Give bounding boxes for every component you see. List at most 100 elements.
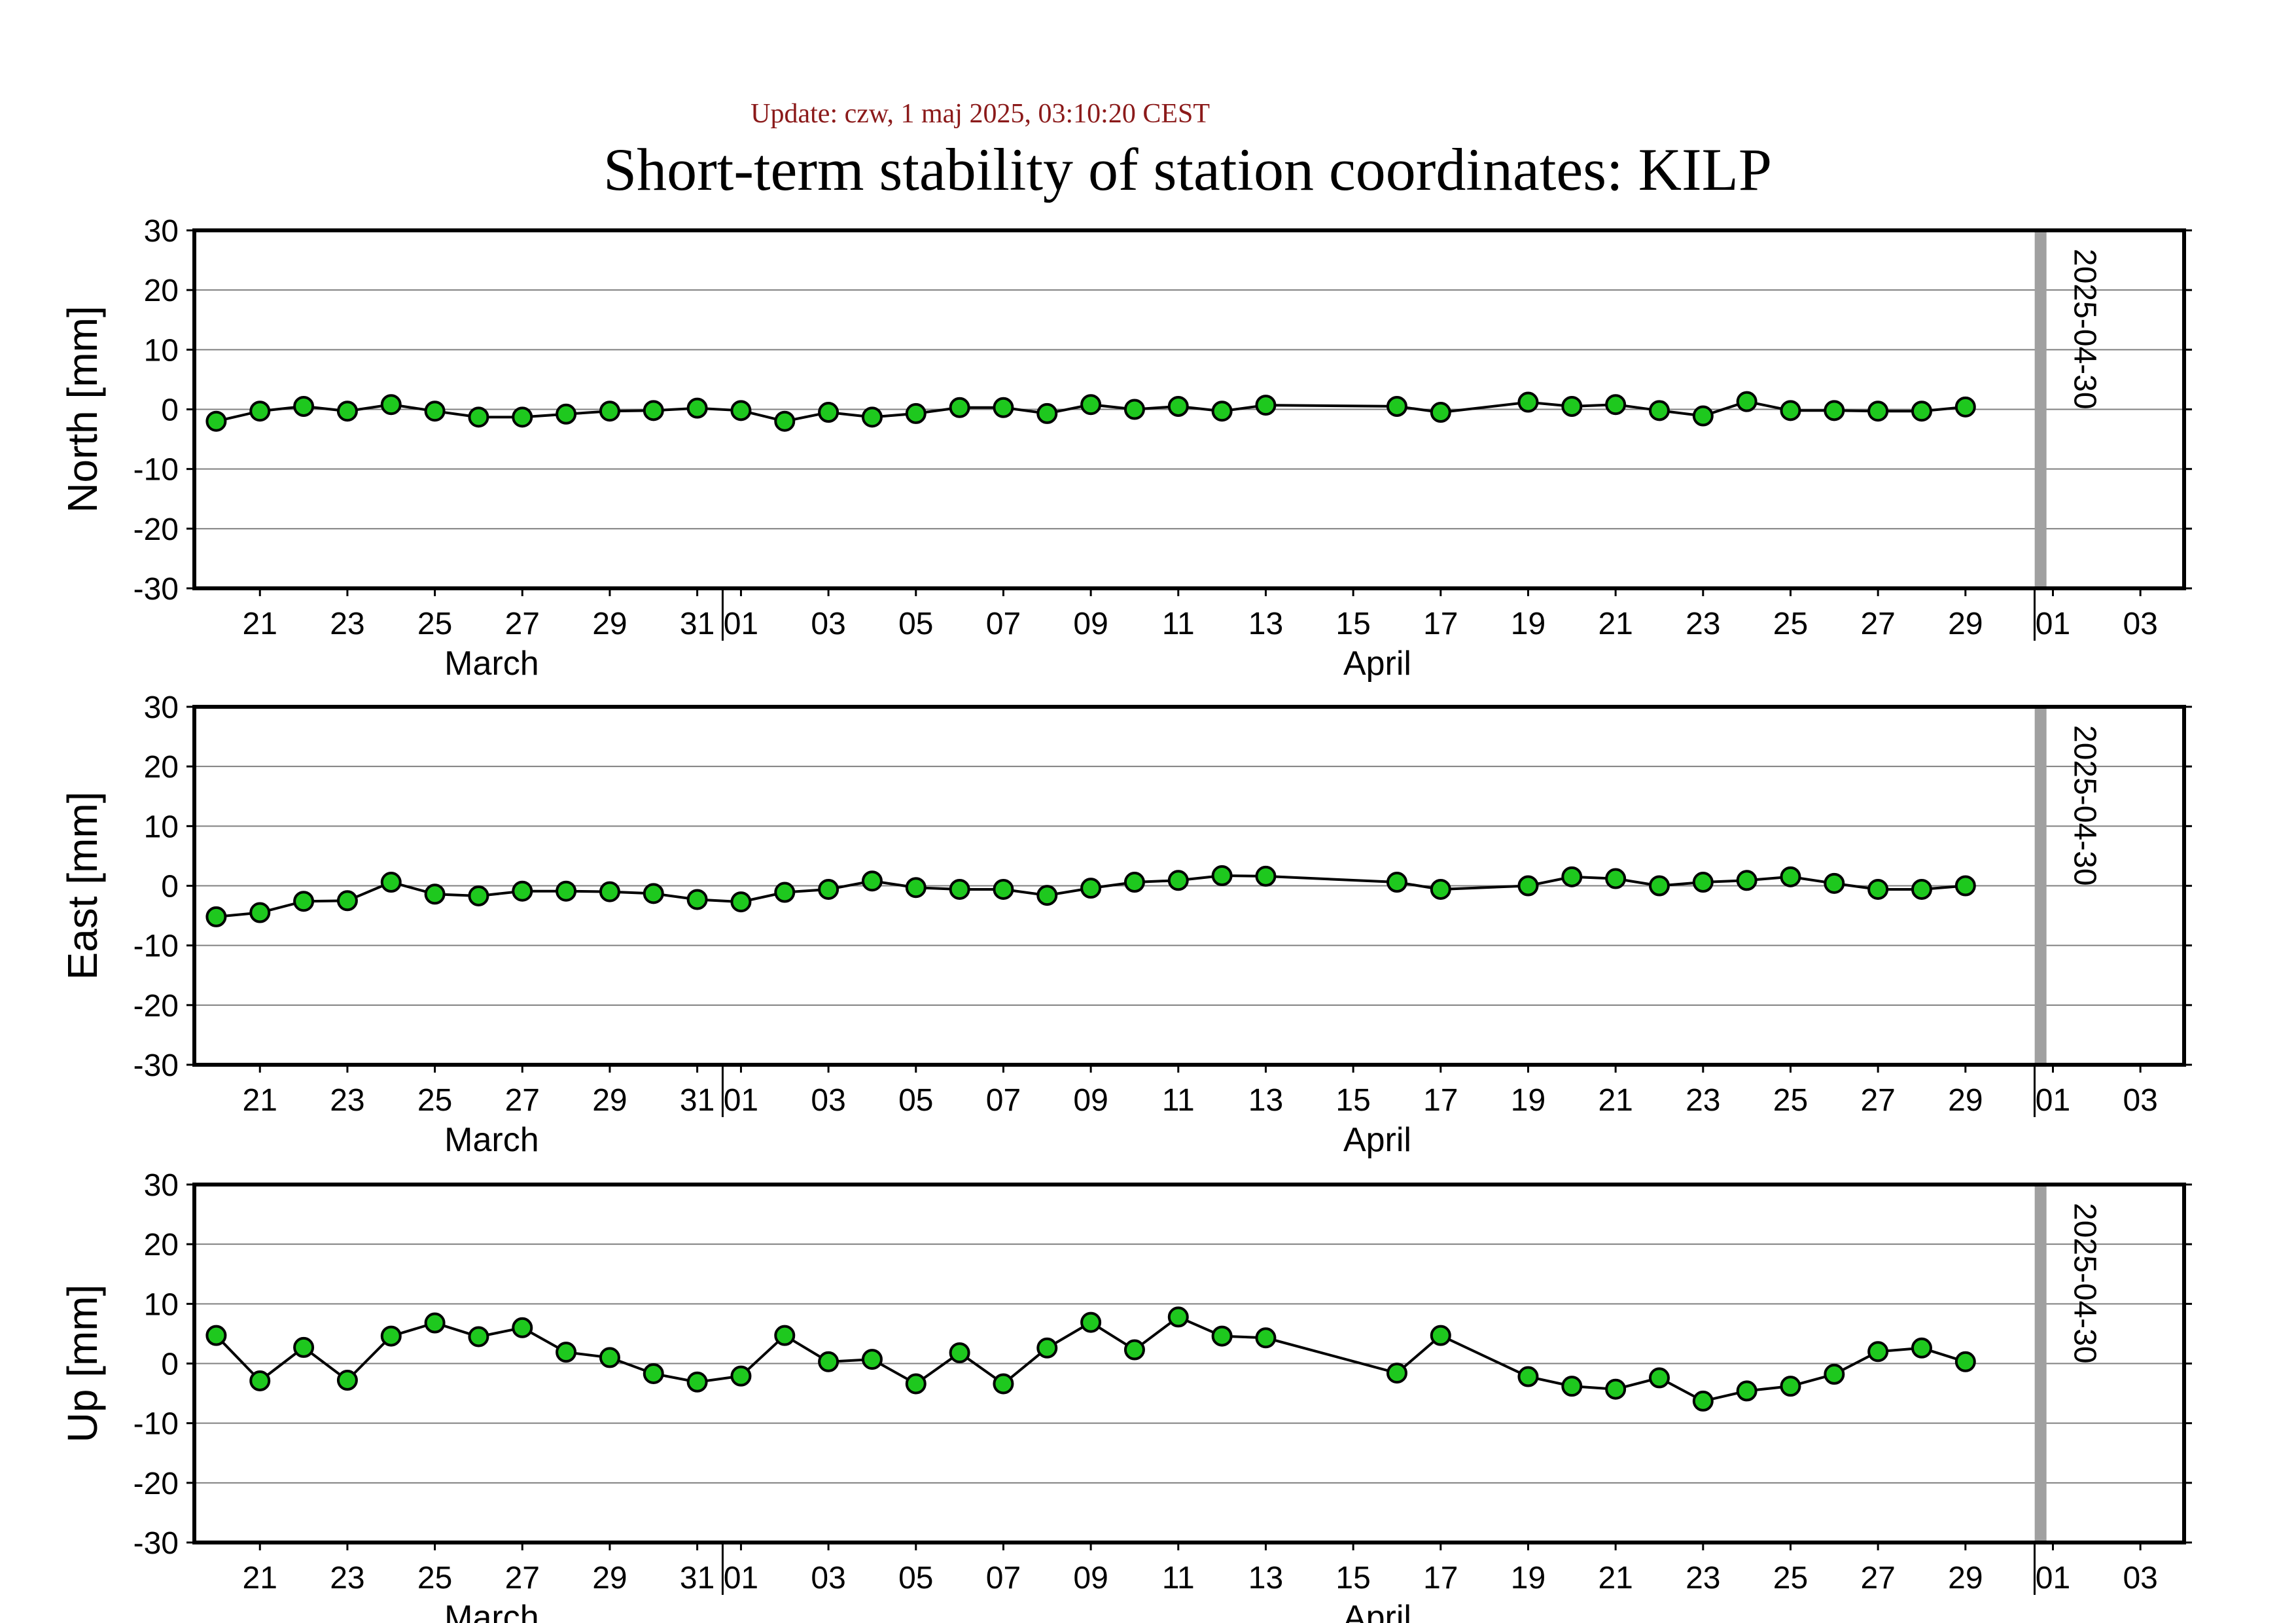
data-point	[380, 872, 402, 893]
x-tick-label: 23	[1686, 1083, 1720, 1118]
x-tick-label: 09	[1073, 1561, 1108, 1596]
month-label: March	[444, 1599, 539, 1623]
x-tick-label: 21	[1598, 1561, 1633, 1596]
data-point	[1430, 878, 1451, 900]
data-point	[1605, 394, 1627, 416]
y-tick-label: -20	[133, 989, 179, 1024]
data-point	[468, 406, 489, 428]
data-point	[730, 400, 752, 421]
x-tick-label: 23	[330, 1083, 364, 1118]
x-tick-label: 23	[1686, 607, 1720, 641]
y-tick-label: -30	[133, 572, 179, 607]
y-axis-label: East [mm]	[59, 791, 106, 980]
data-point	[1255, 1327, 1277, 1349]
data-point	[293, 395, 315, 417]
x-tick-label: 03	[2123, 607, 2157, 641]
data-point	[1080, 1311, 1102, 1333]
data-point	[730, 891, 752, 913]
x-tick-label: 17	[1423, 1561, 1458, 1596]
x-tick-label: 05	[898, 1561, 933, 1596]
data-point	[1692, 872, 1714, 893]
data-point	[1036, 402, 1058, 424]
data-point	[556, 880, 577, 902]
x-tick-label: 03	[2123, 1561, 2157, 1596]
y-tick-label: 10	[144, 810, 179, 844]
data-point	[336, 401, 358, 422]
data-point	[686, 397, 708, 419]
x-tick-label: 21	[1598, 607, 1633, 641]
data-point	[993, 397, 1014, 418]
data-point	[643, 883, 664, 904]
data-point	[1211, 865, 1233, 887]
data-point	[1255, 865, 1277, 887]
x-tick-label: 27	[505, 607, 540, 641]
data-point	[730, 1365, 752, 1387]
data-point	[1736, 870, 1757, 891]
data-point	[1867, 1341, 1889, 1363]
x-tick-label: 23	[330, 607, 364, 641]
data-point	[556, 403, 577, 425]
x-tick-label: 25	[1773, 1083, 1808, 1118]
x-tick-label: 27	[1860, 607, 1895, 641]
x-tick-label: 03	[811, 1561, 845, 1596]
data-point	[1780, 400, 1801, 421]
data-point	[818, 878, 839, 900]
y-tick-label: 30	[144, 1168, 179, 1203]
x-tick-label: 29	[592, 607, 627, 641]
y-tick-label: -30	[133, 1048, 179, 1083]
x-tick-label: 13	[1248, 1083, 1283, 1118]
y-tick-label: 20	[144, 274, 179, 308]
data-point	[1123, 1339, 1145, 1361]
x-tick-label: 09	[1073, 1083, 1108, 1118]
data-point	[1255, 395, 1277, 416]
y-tick-label: 0	[161, 870, 179, 904]
x-tick-label: 03	[811, 607, 845, 641]
x-tick-label: 03	[2123, 1083, 2157, 1118]
data-point	[1211, 1325, 1233, 1347]
data-point	[249, 902, 271, 923]
data-point	[380, 1325, 402, 1347]
x-tick-label: 25	[1773, 1561, 1808, 1596]
x-tick-label: 11	[1162, 1561, 1195, 1596]
month-label: March	[444, 1121, 539, 1159]
plot-frame	[192, 1183, 2186, 1544]
data-point	[380, 394, 402, 416]
x-tick-label: 01	[2036, 607, 2070, 641]
x-tick-label: 23	[330, 1561, 364, 1596]
x-tick-label: 21	[1598, 1083, 1633, 1118]
data-point	[468, 885, 489, 906]
data-point	[905, 877, 927, 899]
x-tick-label: 11	[1162, 607, 1195, 641]
data-point	[1648, 400, 1670, 421]
month-label: April	[1343, 645, 1411, 683]
y-tick-label: 20	[144, 1228, 179, 1262]
data-point	[599, 881, 620, 902]
data-point	[1954, 875, 1976, 897]
data-point	[249, 401, 271, 422]
x-tick-label: 31	[680, 607, 715, 641]
x-tick-label: 29	[1948, 1083, 1983, 1118]
y-tick-label: -10	[133, 929, 179, 964]
data-point	[818, 1351, 839, 1372]
plot-frame	[192, 228, 2186, 590]
data-point	[1824, 1363, 1845, 1385]
data-point	[1430, 402, 1451, 423]
data-point	[293, 891, 315, 912]
x-tick-label: 27	[1860, 1083, 1895, 1118]
y-axis-label: Up [mm]	[59, 1285, 106, 1443]
data-point	[1911, 1337, 1932, 1359]
data-point	[599, 401, 620, 422]
y-tick-label: -20	[133, 1467, 179, 1501]
x-tick-label: 29	[1948, 607, 1983, 641]
y-tick-label: 20	[144, 750, 179, 785]
date-marker-label: 2025-04-30	[2068, 249, 2102, 410]
data-point	[1736, 391, 1757, 412]
data-point	[1780, 866, 1801, 887]
data-point	[774, 410, 796, 432]
y-tick-label: 10	[144, 1287, 179, 1322]
x-tick-label: 09	[1073, 607, 1108, 641]
x-tick-label: 07	[986, 1561, 1021, 1596]
x-tick-label: 29	[1948, 1561, 1983, 1596]
x-tick-label: 01	[724, 607, 758, 641]
data-point	[249, 1370, 271, 1391]
